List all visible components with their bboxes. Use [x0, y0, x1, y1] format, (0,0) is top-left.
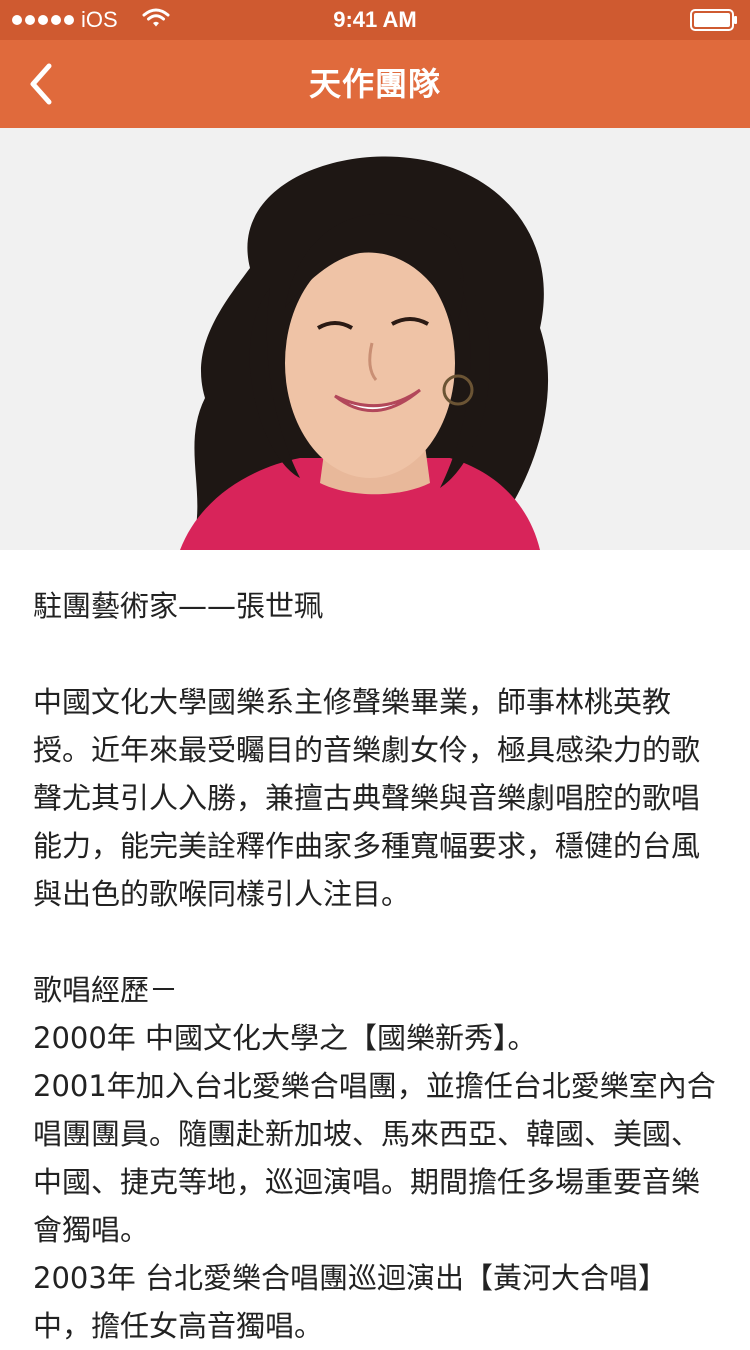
status-bar: iOS 9:41 AM [0, 0, 750, 40]
spacer [33, 918, 723, 966]
battery-icon [690, 9, 738, 31]
history-item: 2001年加入台北愛樂合唱團，並擔任台北愛樂室內合唱團團員。隨團赴新加坡、馬來西… [33, 1069, 716, 1247]
carrier-label: iOS [81, 7, 118, 32]
profile-content: 駐團藝術家——張世珮 中國文化大學國樂系主修聲樂畢業，師事林桃英教授。近年來最受… [33, 582, 723, 1350]
wifi-icon [142, 8, 170, 32]
history-title: 歌唱經歷－ [33, 973, 179, 1007]
page-title: 天作團隊 [308, 65, 441, 103]
signal-dot [64, 15, 74, 25]
signal-dot [25, 15, 35, 25]
portrait-illustration [0, 128, 750, 550]
signal-dot [38, 15, 48, 25]
navigation-bar: 天作團隊 [0, 40, 750, 128]
spacer [33, 630, 723, 678]
profile-bio: 中國文化大學國樂系主修聲樂畢業，師事林桃英教授。近年來最受矚目的音樂劇女伶，極具… [33, 685, 701, 911]
signal-dot [12, 15, 22, 25]
status-time: 9:41 AM [333, 7, 417, 32]
portrait-photo [0, 128, 750, 550]
profile-heading: 駐團藝術家——張世珮 [33, 589, 324, 623]
status-left: iOS [12, 0, 170, 40]
back-button[interactable] [10, 40, 70, 128]
history-item: 2003年 台北愛樂合唱團巡迴演出【黃河大合唱】中，擔任女高音獨唱。 [33, 1261, 668, 1343]
history-item: 2000年 中國文化大學之【國樂新秀】。 [33, 1021, 537, 1055]
chevron-left-icon [30, 63, 52, 105]
signal-dot [51, 15, 61, 25]
